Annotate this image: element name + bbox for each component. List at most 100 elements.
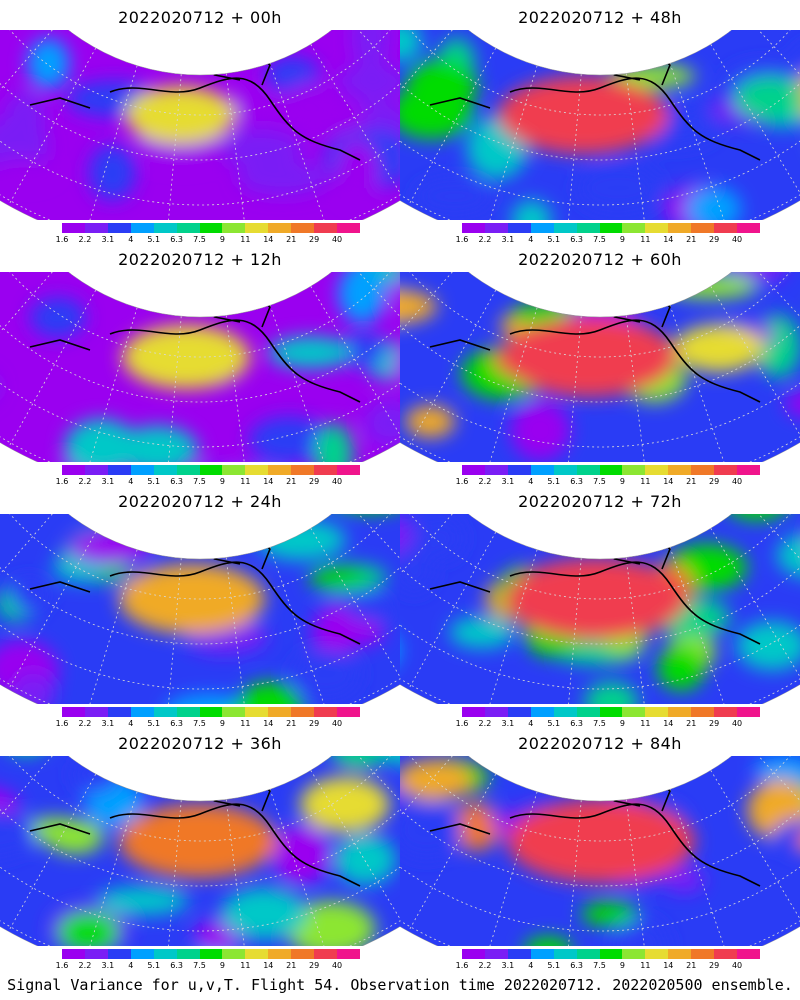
colorbar-label: 2.2 [78,719,92,728]
colorbar-label: 4 [128,235,134,244]
colorbar-label: 11 [640,719,651,728]
colorbar-segment [314,707,338,717]
colorbar-segment [337,465,360,475]
colorbar-label: 6.3 [170,235,183,244]
colorbar-segment [107,949,131,959]
colorbar-label: 40 [731,477,743,486]
colorbar-label: 3.1 [501,477,515,486]
variance-blob [523,936,573,946]
variance-blob [299,776,390,833]
colorbar-segment [691,949,715,959]
colorbar-segment [714,465,738,475]
longitude-gridline [669,63,729,220]
colorbar-segment [530,465,554,475]
colorbar-segment [507,707,531,717]
variance-blob [64,418,138,462]
coastline [429,528,761,645]
coastline [29,770,361,887]
variance-map [0,272,400,462]
map-panel: 2022020712 + 84h 1.6 2.2 3.1 4 5.1 6.3 7.5 9 11 14… [400,726,800,970]
colorbar [462,707,760,717]
colorbar-segment [62,465,85,475]
colorbar-segment [737,707,760,717]
variance-blob [584,681,639,704]
colorbar-label: 3.1 [101,477,115,486]
variance-blob [663,867,705,893]
variance-blob [511,200,552,220]
variance-blob [400,30,422,62]
colorbar-label: 29 [709,961,720,970]
colorbar-segment [268,949,292,959]
colorbar-label: 2.2 [78,235,92,244]
colorbar-segment [530,949,554,959]
panel-title: 2022020712 + 36h [118,734,282,753]
latitude-gridline [400,272,800,358]
variance-blob [776,531,800,579]
colorbar-segment [645,223,669,233]
variance-blob [218,128,303,169]
colorbar-label: 21 [686,719,697,728]
colorbar-segment [176,707,200,717]
latitude-gridline [0,766,400,887]
panel-title: 2022020712 + 12h [118,250,282,269]
colorbar-label: 6.3 [570,961,583,970]
variance-blob [405,405,455,438]
colorbar-segment [222,223,246,233]
colorbar-segment [714,707,738,717]
colorbar-segment [314,949,338,959]
variance-blob [57,911,120,946]
map-panel: 2022020712 + 00h 1.6 2.2 3.1 4 5.1 6.3 7.5 9 11 14… [0,0,400,244]
colorbar-segment [153,465,177,475]
colorbar-label: 7.5 [193,719,206,728]
variance-blob [673,324,764,372]
longitude-gridline [165,74,182,220]
colorbar-label: 1.6 [455,961,469,970]
colorbar-segment [553,707,577,717]
variance-blob [415,177,494,215]
colorbar-label: 14 [663,719,674,728]
colorbar-label: 9 [219,235,225,244]
colorbar-segment [176,465,200,475]
longitude-gridline [484,549,538,704]
map-panel: 2022020712 + 12h 1.6 2.2 3.1 4 5.1 6.3 7.5 9 11 14… [0,242,400,486]
panel-title: 2022020712 + 00h [118,8,282,27]
variance-blob [27,38,70,89]
colorbar-label: 1.6 [55,235,69,244]
colorbar-label: 5.1 [547,477,561,486]
variance-blob [329,756,389,769]
colorbar-segment [291,223,315,233]
colorbar-label: 40 [331,235,343,244]
colorbar-segment [268,465,292,475]
colorbar-label: 4 [128,719,134,728]
colorbar-label: 2.2 [78,961,92,970]
variance-blob [736,621,800,671]
longitude-gridline [310,44,400,199]
colorbar-segment [553,223,577,233]
colorbar-segment [153,223,177,233]
colorbar-segment [737,223,760,233]
colorbar-segment [222,707,246,717]
coastline [29,44,361,161]
variance-blob [337,64,400,98]
colorbar-segment [245,223,269,233]
colorbar-label: 40 [331,477,343,486]
colorbar-label: 6.3 [170,477,183,486]
colorbar-label: 40 [331,961,343,970]
latitude-gridline [0,756,400,842]
variance-blob [4,91,46,145]
coastline [429,44,761,161]
variance-blob [784,389,800,418]
variance-blob [336,139,380,202]
colorbar-label: 14 [263,235,274,244]
variance-blob [46,819,104,855]
colorbar-segment [153,949,177,959]
colorbar-segment [222,465,246,475]
longitude-gridline [84,65,138,220]
colorbar-segment [153,707,177,717]
colorbar-segment [622,223,646,233]
colorbar-label: 21 [286,719,297,728]
variance-blob [271,824,331,885]
colorbar-labels: 1.6 2.2 3.1 4 5.1 6.3 7.5 9 11 14 21 29 40 [456,235,760,247]
colorbar-label: 9 [619,961,625,970]
colorbar-label: 5.1 [547,961,561,970]
